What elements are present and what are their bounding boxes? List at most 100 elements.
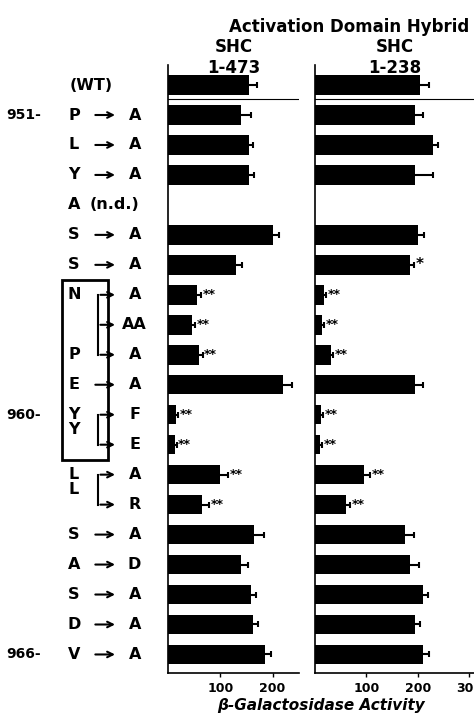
- Text: A: A: [68, 197, 80, 212]
- Text: A: A: [128, 228, 141, 243]
- Text: **: **: [203, 288, 216, 302]
- Bar: [168, 495, 202, 514]
- Text: A: A: [68, 557, 80, 572]
- Bar: [168, 76, 249, 95]
- Text: S: S: [68, 257, 80, 272]
- Bar: [168, 405, 176, 425]
- Text: V: V: [68, 647, 80, 662]
- Text: β-Galactosidase Activity: β-Galactosidase Activity: [217, 698, 425, 713]
- Text: A: A: [128, 107, 141, 122]
- Text: **: **: [352, 498, 365, 511]
- Text: Y: Y: [68, 408, 80, 422]
- Text: A: A: [128, 168, 141, 182]
- Text: **: **: [229, 468, 242, 481]
- Bar: [315, 105, 415, 125]
- Text: A: A: [128, 587, 141, 602]
- Text: **: **: [323, 438, 337, 451]
- Text: E: E: [69, 377, 80, 392]
- Text: D: D: [67, 617, 81, 632]
- Text: L: L: [69, 467, 79, 482]
- Bar: [315, 435, 320, 454]
- Bar: [168, 315, 191, 335]
- Bar: [315, 555, 410, 575]
- Text: S: S: [68, 587, 80, 602]
- Bar: [168, 165, 249, 185]
- Text: **: **: [372, 468, 384, 481]
- Bar: [315, 135, 433, 155]
- Bar: [315, 405, 321, 425]
- Bar: [315, 76, 420, 95]
- Text: Y: Y: [68, 422, 80, 437]
- Text: **: **: [324, 408, 337, 421]
- Bar: [315, 375, 415, 395]
- Text: **: **: [326, 318, 338, 331]
- Text: (n.d.): (n.d.): [90, 197, 139, 212]
- Bar: [315, 255, 410, 274]
- Text: A: A: [128, 617, 141, 632]
- Text: A: A: [128, 467, 141, 482]
- Text: A: A: [128, 257, 141, 272]
- Bar: [168, 375, 283, 395]
- Text: 1-473: 1-473: [207, 59, 260, 77]
- Bar: [168, 525, 254, 544]
- Bar: [315, 345, 330, 364]
- Text: A: A: [128, 287, 141, 302]
- Bar: [168, 225, 273, 245]
- Bar: [315, 585, 423, 604]
- Bar: [62, 279, 108, 460]
- Text: **: **: [328, 288, 341, 302]
- Text: **: **: [197, 318, 210, 331]
- Text: **: **: [211, 498, 224, 511]
- Bar: [315, 465, 364, 485]
- Text: F: F: [129, 408, 140, 422]
- Bar: [168, 255, 236, 274]
- Text: A: A: [128, 347, 141, 362]
- Bar: [315, 495, 346, 514]
- Bar: [315, 165, 415, 185]
- Text: A: A: [128, 527, 141, 542]
- Text: (WT): (WT): [69, 78, 112, 93]
- Text: 1-238: 1-238: [368, 59, 421, 77]
- Text: A: A: [128, 377, 141, 392]
- Text: 966-: 966-: [7, 647, 41, 662]
- Text: 951-: 951-: [7, 108, 42, 122]
- Text: **: **: [335, 348, 347, 361]
- Text: 960-: 960-: [7, 408, 41, 422]
- Bar: [315, 644, 423, 665]
- Text: **: **: [180, 408, 193, 421]
- Text: S: S: [68, 228, 80, 243]
- Bar: [315, 225, 418, 245]
- Bar: [168, 585, 251, 604]
- Text: A: A: [128, 138, 141, 153]
- Text: P: P: [68, 107, 80, 122]
- Text: S: S: [68, 527, 80, 542]
- Text: **: **: [178, 438, 191, 451]
- Text: P: P: [68, 347, 80, 362]
- Text: N: N: [67, 287, 81, 302]
- Bar: [168, 135, 249, 155]
- Text: **: **: [204, 348, 217, 361]
- Bar: [168, 465, 220, 485]
- Text: SHC: SHC: [375, 37, 414, 55]
- Text: AA: AA: [122, 318, 147, 333]
- Bar: [168, 555, 241, 575]
- Text: Y: Y: [68, 168, 80, 182]
- Bar: [168, 615, 253, 634]
- Bar: [168, 345, 199, 364]
- Bar: [168, 285, 197, 305]
- Bar: [315, 525, 405, 544]
- Text: *: *: [416, 257, 424, 272]
- Bar: [168, 105, 241, 125]
- Bar: [315, 615, 415, 634]
- Text: SHC: SHC: [214, 37, 253, 55]
- Bar: [315, 285, 324, 305]
- Text: Activation Domain Hybrid: Activation Domain Hybrid: [229, 18, 469, 36]
- Bar: [168, 644, 264, 665]
- Text: R: R: [128, 497, 141, 512]
- Text: D: D: [128, 557, 141, 572]
- Text: A: A: [128, 647, 141, 662]
- Text: E: E: [129, 437, 140, 452]
- Text: L: L: [69, 482, 79, 497]
- Bar: [315, 315, 322, 335]
- Bar: [168, 435, 174, 454]
